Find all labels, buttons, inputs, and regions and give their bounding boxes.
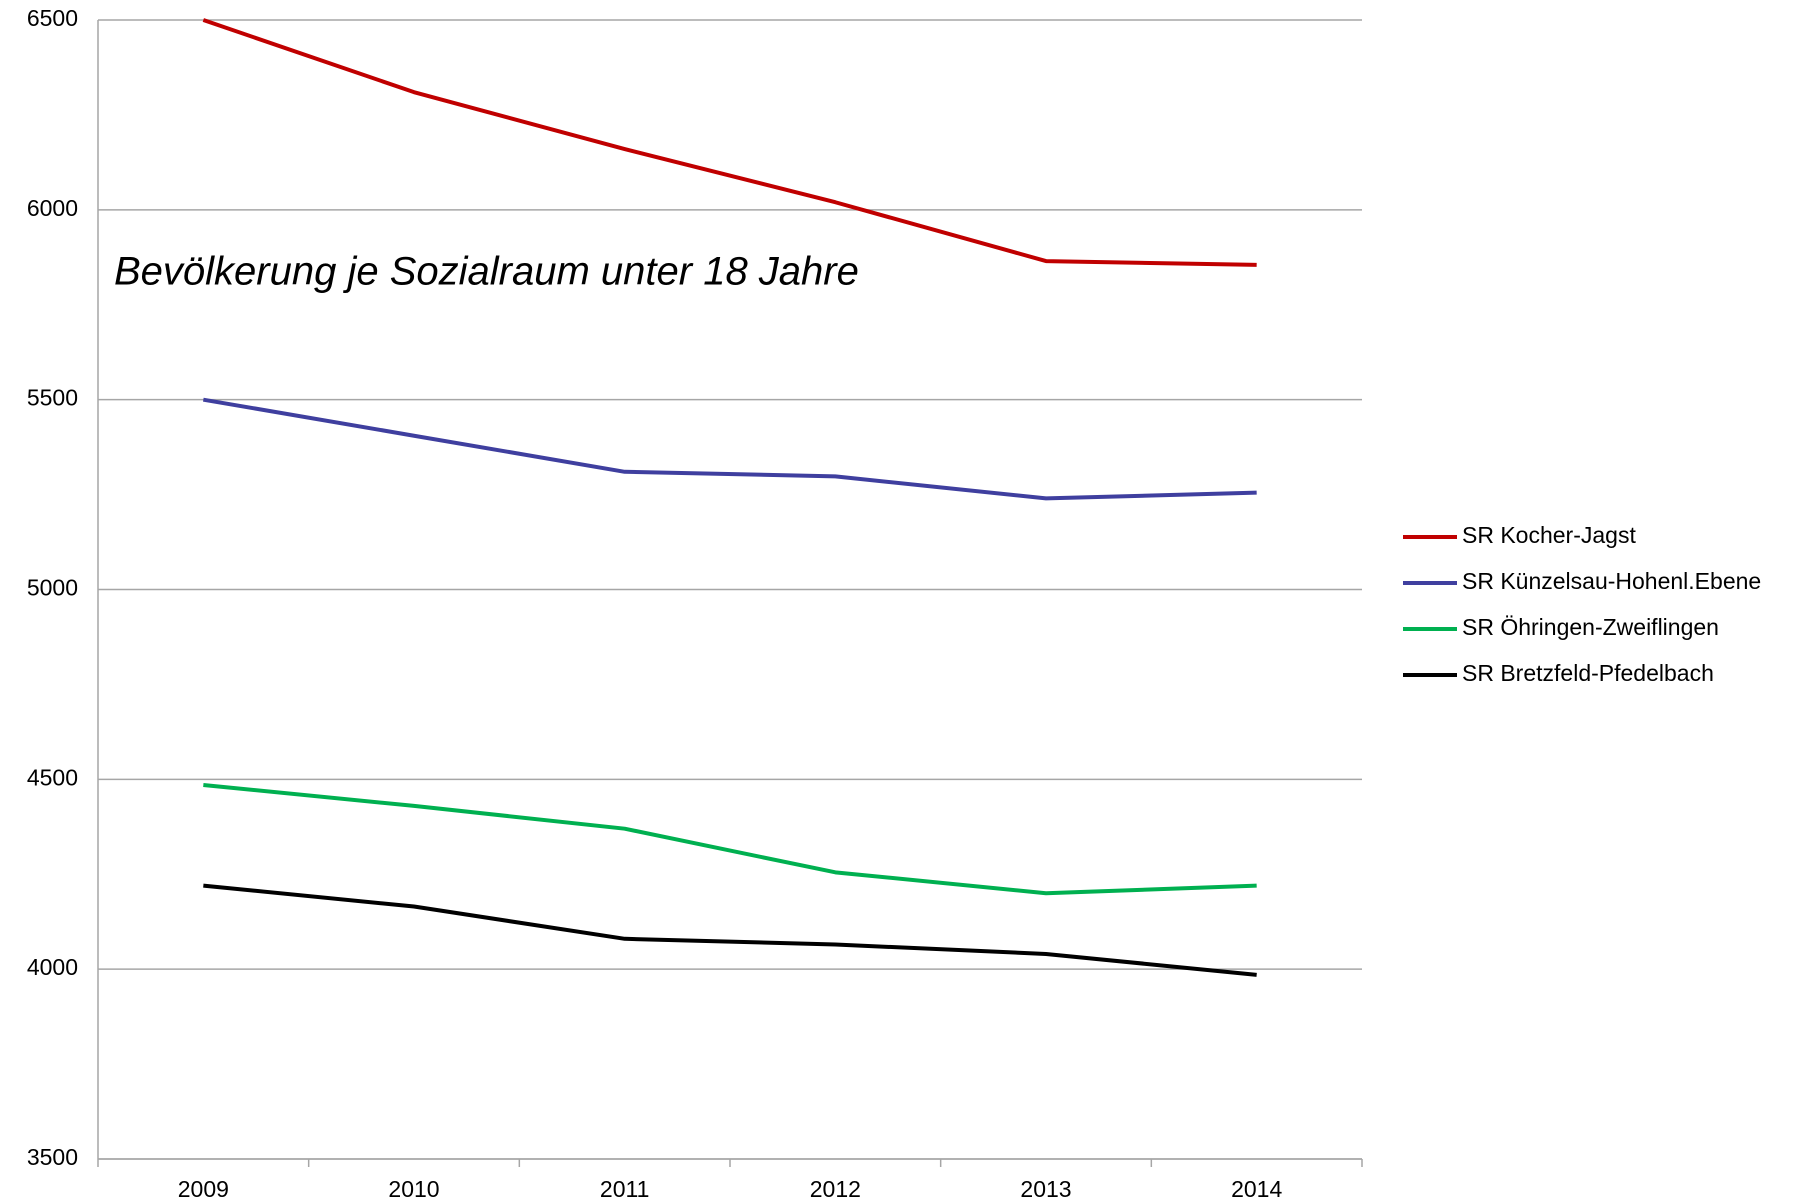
y-tick-label: 4000 [27, 954, 78, 980]
x-tick-label: 2012 [810, 1176, 861, 1200]
legend-label: SR Bretzfeld-Pfedelbach [1462, 660, 1714, 686]
x-tick-label: 2013 [1020, 1176, 1071, 1200]
chart-title: Bevölkerung je Sozialraum unter 18 Jahre [114, 250, 859, 294]
series-line [202, 18, 1257, 267]
x-tick-label: 2010 [388, 1176, 439, 1200]
y-tick-label: 4500 [27, 764, 78, 790]
y-tick-label: 3500 [27, 1144, 78, 1170]
x-tick-label: 2009 [178, 1176, 229, 1200]
y-tick-label: 5000 [27, 575, 78, 601]
legend-label: SR Kocher-Jagst [1462, 522, 1636, 548]
x-tick-label: 2014 [1231, 1176, 1282, 1200]
x-tick-label: 2011 [600, 1176, 649, 1200]
series-line [203, 883, 1257, 977]
legend-label: SR Öhringen-Zweiflingen [1462, 614, 1719, 640]
series-line [203, 783, 1257, 896]
series-line [202, 397, 1257, 501]
legend-label: SR Künzelsau-Hohenl.Ebene [1462, 568, 1761, 594]
y-tick-label: 5500 [27, 385, 78, 411]
y-tick-label: 6000 [27, 195, 78, 221]
y-tick-label: 6500 [27, 5, 78, 31]
